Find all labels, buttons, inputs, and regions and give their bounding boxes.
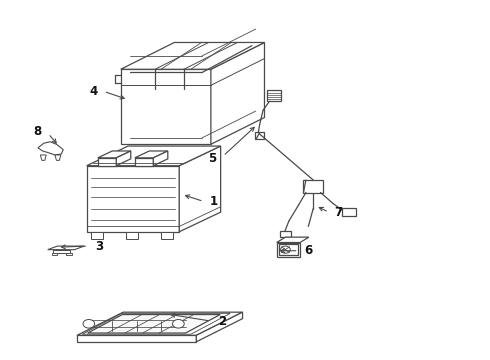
Polygon shape <box>121 69 211 144</box>
Polygon shape <box>98 151 131 158</box>
Polygon shape <box>55 155 61 160</box>
Bar <box>277 243 300 257</box>
Bar <box>267 90 281 102</box>
Text: 7: 7 <box>334 206 343 219</box>
Polygon shape <box>87 146 220 166</box>
Bar <box>303 180 323 193</box>
Polygon shape <box>52 249 70 253</box>
Text: 3: 3 <box>95 240 103 253</box>
Bar <box>280 231 291 237</box>
Polygon shape <box>51 253 57 255</box>
Text: 2: 2 <box>218 315 226 328</box>
Polygon shape <box>87 166 179 232</box>
Polygon shape <box>135 158 153 166</box>
Circle shape <box>83 319 95 328</box>
Bar <box>343 208 356 216</box>
Polygon shape <box>121 42 265 69</box>
Polygon shape <box>38 142 63 155</box>
Polygon shape <box>126 232 138 239</box>
Bar <box>255 132 264 139</box>
Polygon shape <box>77 312 243 336</box>
Polygon shape <box>161 232 173 239</box>
Text: 1: 1 <box>210 195 218 208</box>
Polygon shape <box>179 146 220 232</box>
Text: 8: 8 <box>34 125 42 138</box>
Circle shape <box>172 319 184 328</box>
Polygon shape <box>66 253 72 255</box>
Polygon shape <box>40 155 46 160</box>
Polygon shape <box>153 151 168 166</box>
Text: 6: 6 <box>304 244 313 257</box>
Bar <box>279 244 298 255</box>
Polygon shape <box>98 158 116 166</box>
Polygon shape <box>91 232 103 239</box>
Polygon shape <box>77 336 196 342</box>
Polygon shape <box>116 151 131 166</box>
Polygon shape <box>88 315 220 333</box>
Polygon shape <box>135 151 168 158</box>
Polygon shape <box>277 237 309 243</box>
Text: 4: 4 <box>90 85 98 98</box>
Polygon shape <box>211 42 265 144</box>
Polygon shape <box>48 246 84 249</box>
Text: 5: 5 <box>208 152 217 165</box>
Polygon shape <box>196 312 243 342</box>
